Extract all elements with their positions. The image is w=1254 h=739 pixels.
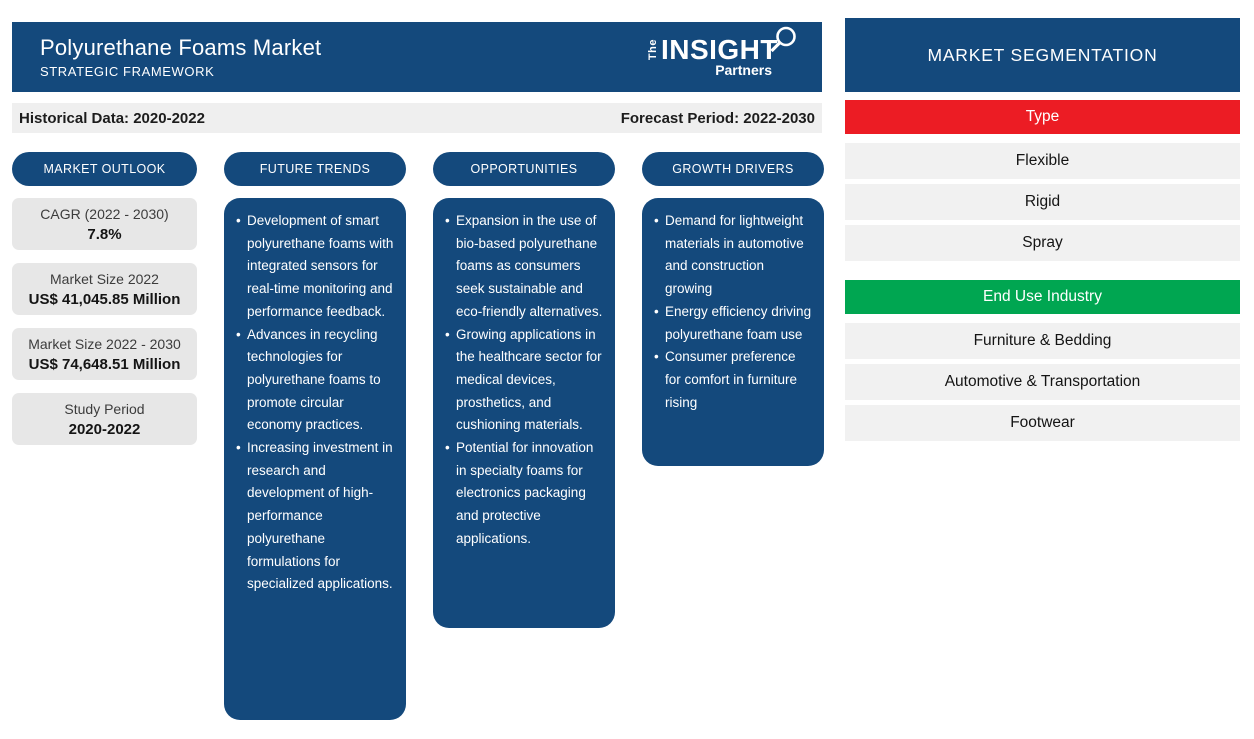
type-items: Flexible Rigid Spray bbox=[845, 143, 1240, 261]
historical-data-label: Historical Data: 2020-2022 bbox=[19, 109, 205, 127]
segment-item: Furniture & Bedding bbox=[845, 323, 1240, 359]
future-trends-column: FUTURE TRENDS Development of smart polyu… bbox=[224, 152, 406, 720]
insight-partners-logo: The INSIGHT Partners bbox=[646, 26, 796, 78]
segment-item: Rigid bbox=[845, 184, 1240, 220]
metric-card: Market Size 2022 - 2030 US$ 74,648.51 Mi… bbox=[12, 328, 197, 380]
growth-drivers-panel: Demand for lightweight materials in auto… bbox=[642, 198, 824, 466]
metric-label: Study Period bbox=[64, 400, 145, 417]
bullet-item: Energy efficiency driving polyurethane f… bbox=[654, 301, 814, 346]
logo-partners: Partners bbox=[715, 62, 772, 78]
framework-columns: MARKET OUTLOOK CAGR (2022 - 2030) 7.8% M… bbox=[12, 152, 824, 720]
forecast-period-label: Forecast Period: 2022-2030 bbox=[620, 109, 815, 127]
page-subtitle: STRATEGIC FRAMEWORK bbox=[40, 64, 215, 79]
metric-label: Market Size 2022 bbox=[50, 270, 159, 287]
segment-category-type: Type bbox=[845, 100, 1240, 134]
end-use-items: Furniture & Bedding Automotive & Transpor… bbox=[845, 323, 1240, 441]
future-trends-pill: FUTURE TRENDS bbox=[224, 152, 406, 186]
brand-header: Polyurethane Foams Market STRATEGIC FRAM… bbox=[12, 22, 822, 92]
segment-item: Automotive & Transportation bbox=[845, 364, 1240, 400]
metric-cards: CAGR (2022 - 2030) 7.8% Market Size 2022… bbox=[12, 198, 197, 445]
future-trends-list: Development of smart polyurethane foams … bbox=[236, 210, 396, 596]
opportunities-column: OPPORTUNITIES Expansion in the use of bi… bbox=[433, 152, 615, 628]
bullet-item: Increasing investment in research and de… bbox=[236, 437, 396, 596]
metric-value: US$ 74,648.51 Million bbox=[28, 355, 181, 373]
market-outlook-column: MARKET OUTLOOK CAGR (2022 - 2030) 7.8% M… bbox=[12, 152, 197, 458]
header-titles: Polyurethane Foams Market STRATEGIC FRAM… bbox=[40, 35, 321, 79]
growth-drivers-pill: GROWTH DRIVERS bbox=[642, 152, 824, 186]
growth-drivers-list: Demand for lightweight materials in auto… bbox=[654, 210, 814, 414]
metric-label: Market Size 2022 - 2030 bbox=[28, 335, 181, 352]
page-title: Polyurethane Foams Market bbox=[40, 35, 322, 60]
metric-card: Study Period 2020-2022 bbox=[12, 393, 197, 445]
bullet-item: Consumer preference for comfort in furni… bbox=[654, 346, 814, 414]
logo-row: The INSIGHT bbox=[646, 34, 778, 65]
segment-item: Flexible bbox=[845, 143, 1240, 179]
bullet-item: Advances in recycling technologies for p… bbox=[236, 324, 396, 438]
bullet-item: Development of smart polyurethane foams … bbox=[236, 210, 396, 324]
metric-card: Market Size 2022 US$ 41,045.85 Million bbox=[12, 263, 197, 315]
period-strip: Historical Data: 2020-2022 Forecast Peri… bbox=[12, 103, 822, 133]
metric-value: 7.8% bbox=[87, 225, 122, 243]
metric-label: CAGR (2022 - 2030) bbox=[40, 205, 169, 222]
opportunities-panel: Expansion in the use of bio-based polyur… bbox=[433, 198, 615, 628]
segment-item: Footwear bbox=[845, 405, 1240, 441]
bullet-item: Potential for innovation in specialty fo… bbox=[445, 437, 605, 551]
logo-insight: INSIGHT bbox=[660, 34, 778, 65]
metric-value: 2020-2022 bbox=[68, 420, 141, 438]
segment-item: Spray bbox=[845, 225, 1240, 261]
future-trends-panel: Development of smart polyurethane foams … bbox=[224, 198, 406, 720]
segment-category-end-use: End Use Industry bbox=[845, 280, 1240, 314]
growth-drivers-column: GROWTH DRIVERS Demand for lightweight ma… bbox=[642, 152, 824, 466]
opportunities-pill: OPPORTUNITIES bbox=[433, 152, 615, 186]
metric-card: CAGR (2022 - 2030) 7.8% bbox=[12, 198, 197, 250]
main-area: Polyurethane Foams Market STRATEGIC FRAM… bbox=[12, 22, 824, 720]
bullet-item: Growing applications in the healthcare s… bbox=[445, 324, 605, 438]
magnifier-icon bbox=[770, 26, 796, 53]
opportunities-list: Expansion in the use of bio-based polyur… bbox=[445, 210, 605, 551]
bullet-item: Expansion in the use of bio-based polyur… bbox=[445, 210, 605, 324]
logo-the: The bbox=[646, 39, 659, 61]
bullet-item: Demand for lightweight materials in auto… bbox=[654, 210, 814, 301]
market-segmentation-column: MARKET SEGMENTATION Type Flexible Rigid Sp… bbox=[845, 18, 1240, 446]
segmentation-title: MARKET SEGMENTATION bbox=[845, 18, 1240, 92]
metric-value: US$ 41,045.85 Million bbox=[28, 290, 181, 308]
market-outlook-pill: MARKET OUTLOOK bbox=[12, 152, 197, 186]
